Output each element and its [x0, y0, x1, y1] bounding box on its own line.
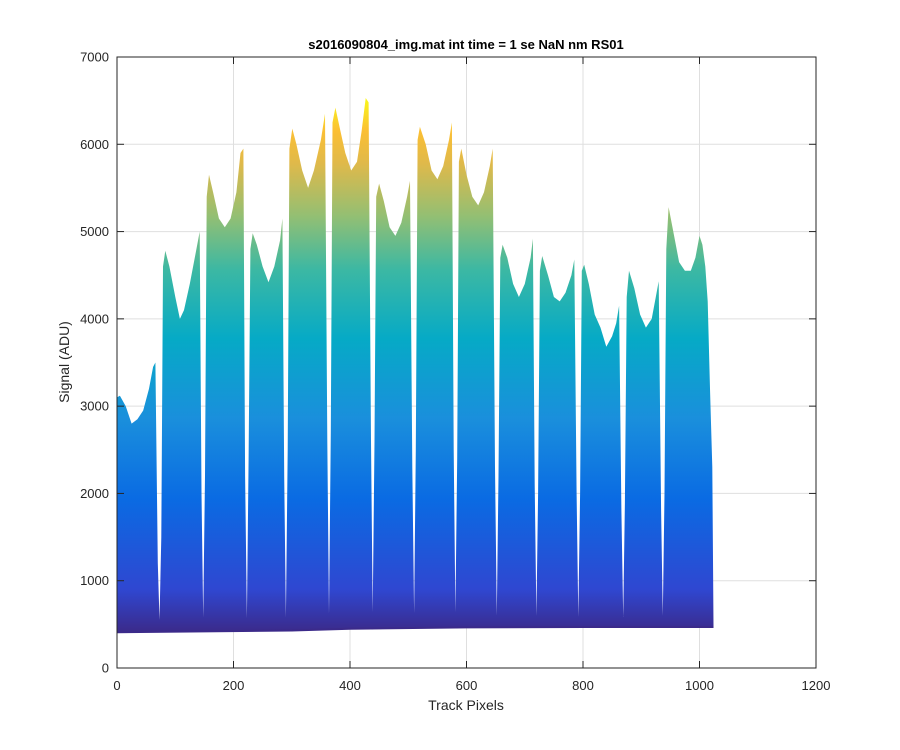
data-area: [116, 98, 714, 634]
chart-title: s2016090804_img.mat int time = 1 se NaN …: [308, 37, 623, 52]
y-tick-label: 3000: [80, 399, 109, 414]
x-tick-label: 400: [339, 678, 361, 693]
x-tick-label: 200: [223, 678, 245, 693]
y-tick-label: 7000: [80, 50, 109, 65]
x-axis-label: Track Pixels: [428, 697, 504, 713]
y-axis-label: Signal (ADU): [56, 321, 72, 403]
x-tick-labels: 0 200 400 600 800 1000 1200: [113, 678, 830, 693]
y-tick-label: 2000: [80, 486, 109, 501]
x-tick-label: 600: [456, 678, 478, 693]
baseline-line: [116, 626, 714, 634]
y-tick-label: 5000: [80, 224, 109, 239]
y-tick-label: 4000: [80, 311, 109, 326]
y-tick-labels: 0 1000 2000 3000 4000 5000 6000 7000: [80, 50, 109, 676]
x-tick-label: 800: [572, 678, 594, 693]
x-tick-label: 1200: [802, 678, 831, 693]
signal-area: [117, 98, 714, 633]
x-tick-label: 0: [113, 678, 120, 693]
x-tick-label: 1000: [685, 678, 714, 693]
tick-marks: [116, 56, 817, 669]
y-tick-label: 6000: [80, 137, 109, 152]
y-tick-label: 0: [102, 661, 109, 676]
y-tick-label: 1000: [80, 573, 109, 588]
